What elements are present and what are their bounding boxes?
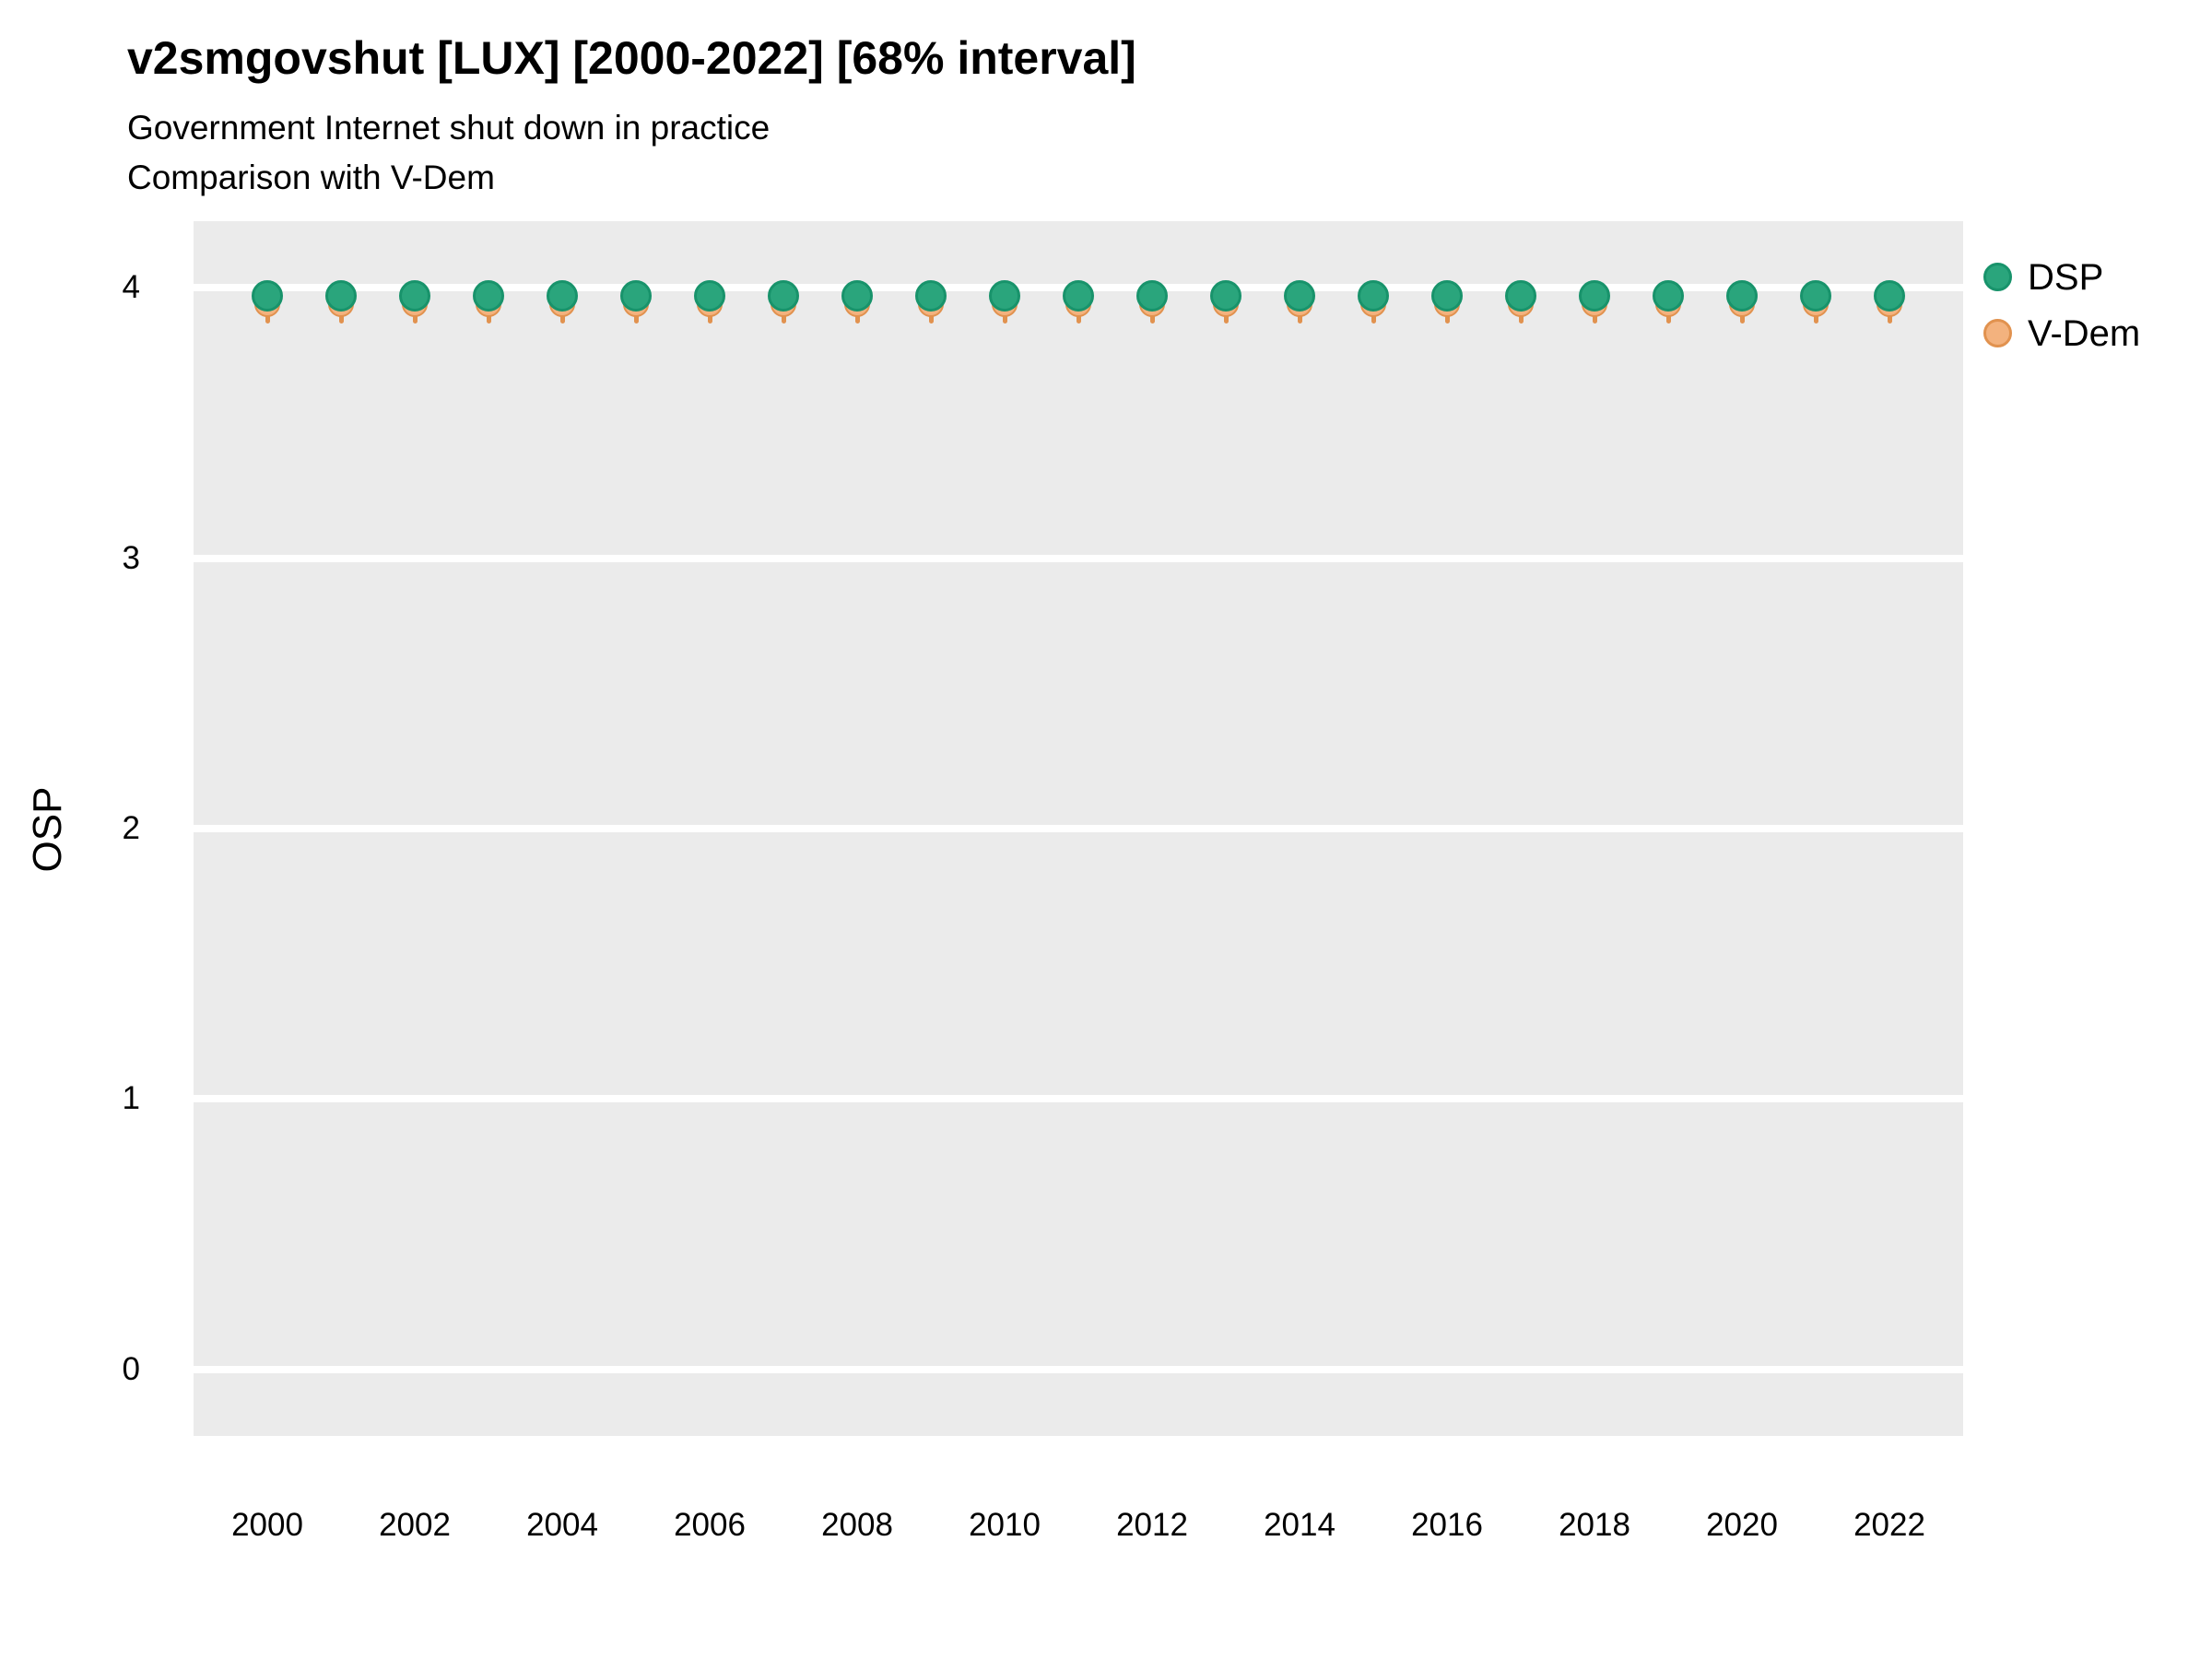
data-point-dsp [252,280,283,312]
legend-item-vdem: V-Dem [1983,305,2140,361]
data-point-dsp [841,280,873,312]
y-axis-tick-label: 4 [122,269,140,306]
x-axis-tick-label: 2022 [1853,1507,1925,1543]
data-point-dsp [1653,280,1684,312]
data-point-dsp [1063,280,1094,312]
legend-label-dsp: DSP [2028,256,2104,298]
data-point-dsp [694,280,725,312]
x-axis-tick-label: 2018 [1559,1507,1630,1543]
legend: DSP V-Dem [1983,249,2140,361]
x-axis-tick-label: 2010 [969,1507,1041,1543]
data-point-dsp [768,280,799,312]
data-point-dsp [1136,280,1168,312]
chart-subtitle-comparison: Comparison with V-Dem [127,159,495,196]
y-gridline [194,554,1963,562]
data-point-dsp [1726,280,1758,312]
data-point-dsp [1800,280,1831,312]
data-point-dsp [1210,280,1241,312]
legend-label-vdem: V-Dem [2028,312,2141,354]
chart-subtitle: Government Internet shut down in practic… [127,109,771,147]
x-axis-tick-label: 2008 [821,1507,893,1543]
x-axis-tick-label: 2020 [1706,1507,1778,1543]
dsp-legend-marker-icon [1983,263,2012,291]
data-point-dsp [399,280,430,312]
data-point-dsp [989,280,1020,312]
data-point-dsp [1505,280,1536,312]
x-axis-tick-label: 2000 [231,1507,303,1543]
data-point-dsp [1358,280,1389,312]
data-point-dsp [1579,280,1610,312]
y-axis-tick-label: 3 [122,539,140,576]
legend-item-dsp: DSP [1983,249,2140,305]
vdem-legend-marker-icon [1983,319,2012,347]
x-axis-tick-label: 2006 [674,1507,746,1543]
data-point-dsp [1431,280,1463,312]
x-axis-tick-label: 2016 [1411,1507,1483,1543]
x-axis-tick-label: 2004 [526,1507,598,1543]
x-axis-tick-label: 2002 [379,1507,451,1543]
data-point-dsp [1284,280,1315,312]
y-axis-tick-label: 0 [122,1350,140,1387]
data-point-dsp [547,280,578,312]
data-point-dsp [620,280,652,312]
y-axis-tick-label: 1 [122,1080,140,1117]
data-point-dsp [915,280,947,312]
x-axis-tick-label: 2012 [1116,1507,1188,1543]
chart-title: v2smgovshut [LUX] [2000-2022] [68% inter… [127,32,1136,84]
x-axis-tick-label: 2014 [1264,1507,1335,1543]
y-gridline [194,1095,1963,1103]
data-point-dsp [473,280,504,312]
data-point-dsp [325,280,357,312]
y-gridline [194,1365,1963,1373]
y-gridline [194,825,1963,832]
data-point-dsp [1874,280,1905,312]
y-axis-tick-label: 2 [122,810,140,846]
